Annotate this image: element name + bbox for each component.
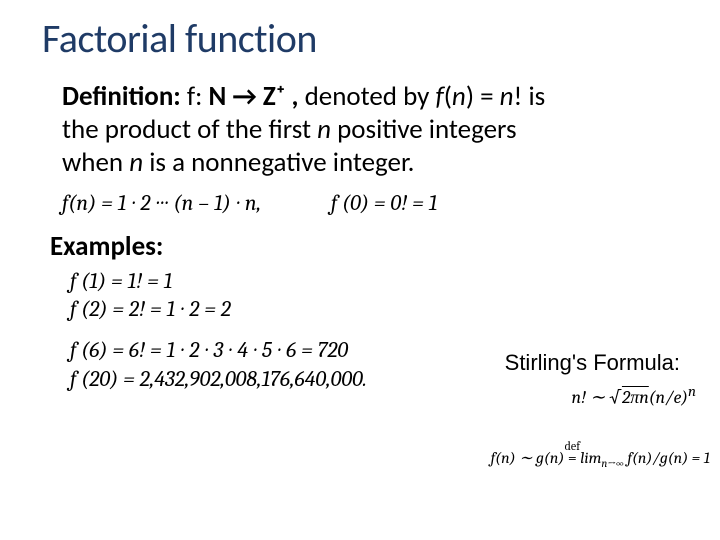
def-comma: ,	[285, 80, 304, 113]
limit-def-top: def	[565, 439, 580, 453]
limit-lim: lim	[577, 449, 602, 467]
stirling-sqrt-inner: 2πn	[621, 387, 649, 408]
def-set2: Z⁺	[263, 80, 286, 113]
limit-rhs: f(n)/g(n) = 1	[624, 449, 710, 467]
def-f: f	[435, 80, 443, 113]
examples-label: Examples:	[42, 230, 692, 263]
example-gap	[70, 324, 692, 336]
stirling-rest: (n/e)	[649, 387, 688, 408]
slide: Factorial function Definition: f: N → Z⁺…	[0, 0, 720, 540]
limit-lhs: f(n) ∼ g(n)	[491, 449, 568, 467]
def-paren-o: (	[444, 80, 452, 113]
def-arrow: →	[226, 80, 263, 113]
definition-line-3: when n is a nonnegative integer.	[62, 147, 692, 180]
slide-title: Factorial function	[42, 14, 692, 63]
limit-sub: n→∞	[601, 457, 624, 470]
def-n2: n	[500, 80, 514, 113]
def-denoted: denoted by	[305, 80, 436, 113]
def-l2a: the product of the first	[62, 113, 317, 146]
limit-def-eq: =def	[568, 449, 577, 467]
formula-row: f(n) = 1 ∙ 2 ∙∙∙ (n – 1) ∙ n, f (0) = 0!…	[42, 190, 692, 216]
formula-rhs: f (0) = 0! = 1	[331, 190, 437, 216]
def-bang: ! is	[514, 80, 546, 113]
definition-line-2: the product of the first n positive inte…	[62, 114, 692, 147]
definition-line-1: Definition: f: N → Z⁺ , denoted by f(n) …	[62, 81, 692, 114]
stirling-sqrt-sign: √	[609, 387, 621, 408]
def-l2n: n	[317, 113, 331, 146]
def-l3n: n	[129, 146, 143, 179]
formula-lhs: f(n) = 1 ∙ 2 ∙∙∙ (n – 1) ∙ n,	[62, 190, 261, 216]
definition-label: Definition:	[62, 80, 181, 113]
example-2: f (2) = 2! = 1 ∙ 2 = 2	[70, 295, 692, 324]
def-n1: n	[452, 80, 466, 113]
def-l3b: is a nonnegative integer.	[143, 146, 414, 179]
stirling-limit: f(n) ∼ g(n) =def limn→∞ f(n)/g(n) = 1	[491, 448, 710, 470]
def-l3a: when	[62, 146, 129, 179]
definition-block: Definition: f: N → Z⁺ , denoted by f(n) …	[42, 81, 692, 180]
example-1: f (1) = 1! = 1	[70, 267, 692, 296]
stirling-label: Stirling's Formula:	[505, 350, 680, 376]
stirling-left: n! ∼	[571, 387, 609, 408]
stirling-formula: n! ∼ √2πn(n/e)n	[571, 382, 696, 408]
def-set1: N	[208, 80, 226, 113]
def-l2b: positive integers	[331, 113, 517, 146]
def-pre: f:	[181, 80, 209, 113]
def-paren-c: ) =	[466, 80, 500, 113]
stirling-exp: n	[688, 382, 696, 400]
